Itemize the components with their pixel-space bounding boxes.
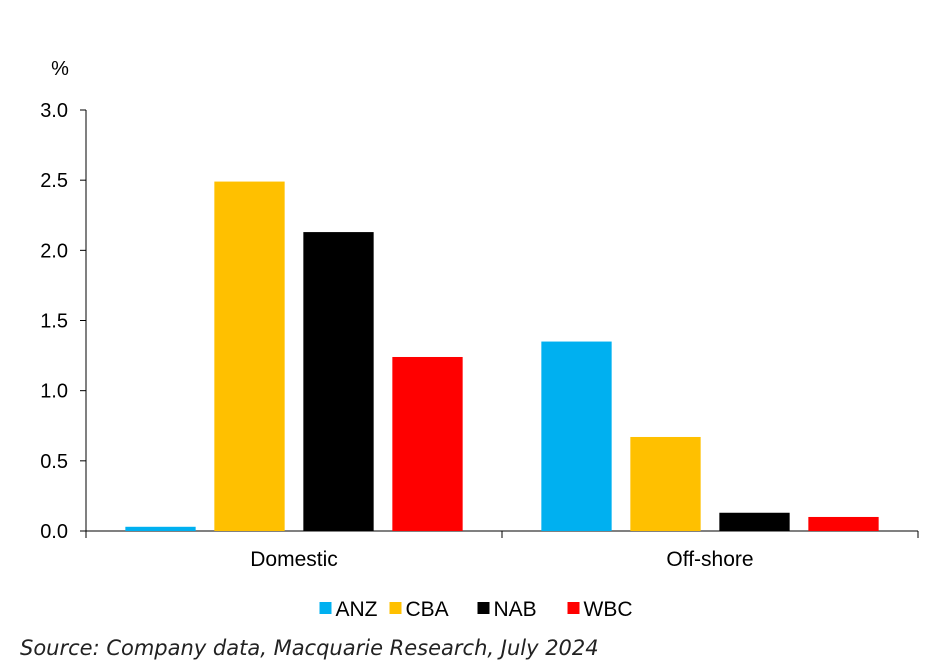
y-tick-labels: 0.0 0.5 1.0 1.5 2.0 2.5 3.0 xyxy=(40,100,68,543)
y-tick-label: 2.5 xyxy=(40,170,68,192)
category-label: Off-shore xyxy=(666,548,753,571)
y-tick-label: 3.0 xyxy=(40,100,68,122)
legend: ANZ CBA NAB WBC xyxy=(319,598,633,621)
bar-nab-domestic xyxy=(303,232,374,531)
legend-label-anz: ANZ xyxy=(336,598,378,621)
y-tick-label: 1.5 xyxy=(40,311,68,333)
y-tick-label: 0.5 xyxy=(40,451,68,473)
bar-cba-domestic xyxy=(214,181,285,531)
bar-anz-domestic xyxy=(125,526,196,531)
y-tick-label: 0.0 xyxy=(40,521,68,543)
bar-cba-offshore xyxy=(630,436,701,531)
category-label: Domestic xyxy=(250,548,338,571)
bar-wbc-offshore xyxy=(808,516,879,531)
axes xyxy=(80,109,919,538)
legend-swatch-wbc xyxy=(567,602,580,614)
legend-swatch-anz xyxy=(319,602,332,614)
y-unit-label: % xyxy=(51,58,69,80)
legend-swatch-nab xyxy=(477,602,490,614)
legend-label-cba: CBA xyxy=(406,598,449,621)
legend-label-nab: NAB xyxy=(494,598,537,621)
bar-nab-offshore xyxy=(719,512,790,531)
legend-label-wbc: WBC xyxy=(584,598,633,621)
bars xyxy=(125,181,879,531)
source-note: Source: Company data, Macquarie Research… xyxy=(20,636,599,660)
legend-swatch-cba xyxy=(389,602,402,614)
bar-anz-offshore xyxy=(541,341,612,531)
y-tick-label: 1.0 xyxy=(40,381,68,403)
bar-wbc-domestic xyxy=(392,356,463,531)
category-labels: Domestic Off-shore xyxy=(250,548,753,571)
y-tick-label: 2.0 xyxy=(40,240,68,262)
